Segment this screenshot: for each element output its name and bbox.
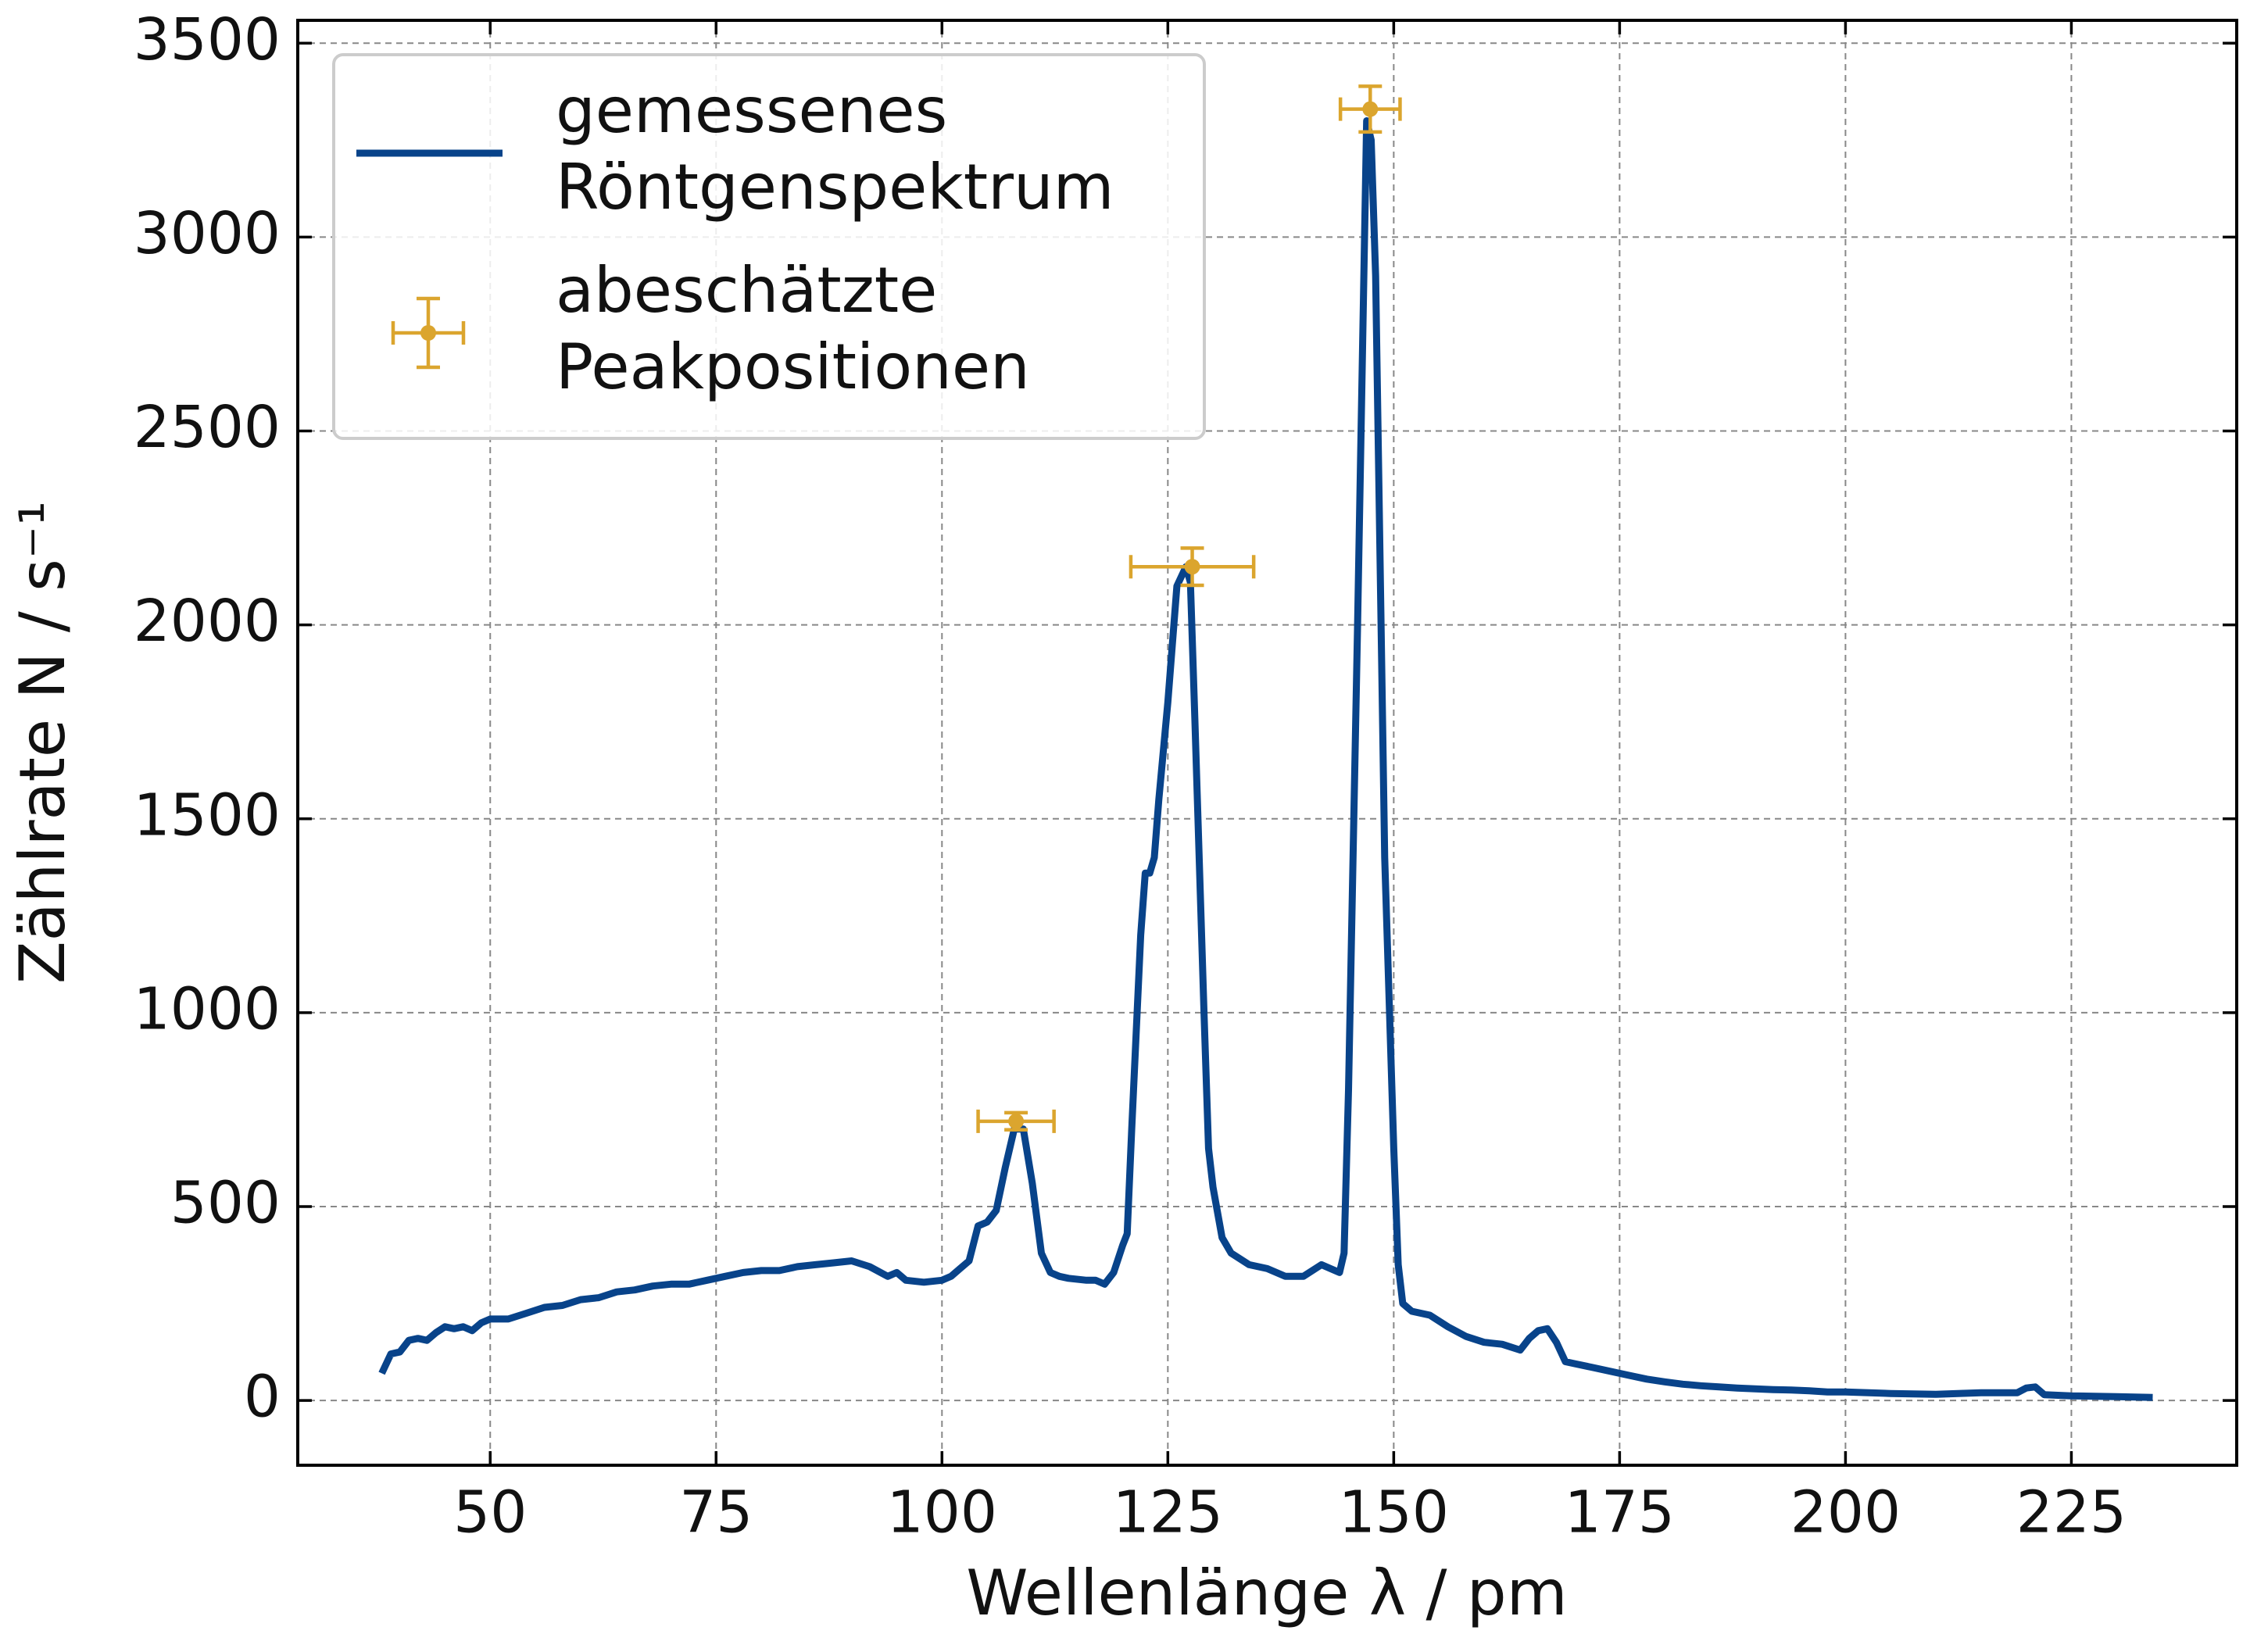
legend-box — [332, 53, 1206, 440]
x-tick-label: 225 — [2016, 1479, 2127, 1547]
peak-point — [1008, 1113, 1025, 1129]
x-tick-label: 150 — [1339, 1479, 1449, 1547]
peak-marker — [1129, 546, 1256, 588]
legend-label-line: abeschätzte — [556, 254, 937, 327]
plot-frame — [296, 19, 2238, 1467]
y-tick-label: 2500 — [134, 394, 281, 461]
peak-point — [1362, 101, 1379, 117]
y-tick-label: 3000 — [134, 200, 281, 267]
legend-label: gemessenes Röntgenspektrum — [556, 74, 1114, 223]
y-tick-label: 3500 — [134, 6, 281, 73]
x-tick-label: 200 — [1790, 1479, 1901, 1547]
x-tick-label: 125 — [1113, 1479, 1223, 1547]
peak-point — [1184, 559, 1200, 575]
legend-label-line: Peakpositionen — [556, 331, 1030, 403]
peak-marker — [1338, 84, 1402, 134]
x-tick-label: 50 — [453, 1479, 527, 1547]
x-axis-label: Wellenlänge λ / pm — [966, 1557, 1567, 1629]
legend-label-line: Röntgenspektrum — [556, 151, 1114, 223]
legend-label: abeschätzte Peakpositionen — [556, 254, 1030, 403]
x-tick-label: 175 — [1565, 1479, 1675, 1547]
peak-marker — [976, 1109, 1056, 1133]
y-axis-label: Zählrate N / s⁻¹ — [6, 501, 79, 984]
y-tick-label: 500 — [170, 1170, 281, 1237]
y-tick-label: 0 — [244, 1364, 281, 1431]
legend-label-line: gemessenes — [556, 74, 947, 147]
spectrum-line — [378, 117, 2153, 1401]
x-tick-label: 100 — [887, 1479, 997, 1547]
y-tick-label: 1500 — [134, 781, 281, 849]
x-tick-label: 75 — [679, 1479, 753, 1547]
y-tick-label: 1000 — [134, 975, 281, 1042]
y-tick-label: 2000 — [134, 588, 281, 655]
legend-point — [420, 325, 436, 341]
